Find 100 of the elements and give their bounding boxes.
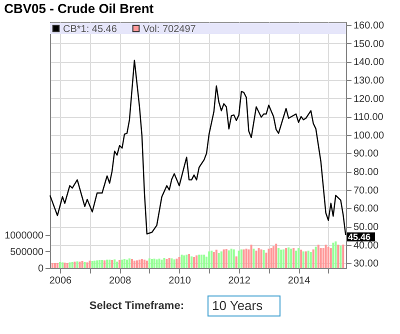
y2-tick-label: 140.00 bbox=[354, 57, 385, 68]
y2-tick-label: 90.00 bbox=[354, 148, 379, 160]
bar bbox=[270, 248, 272, 268]
bar bbox=[288, 247, 290, 268]
bar bbox=[265, 252, 268, 268]
legend-label: CB*1: 45.46 bbox=[63, 24, 118, 35]
y2-tick-label: 70.00 bbox=[354, 185, 379, 196]
text: 10 Years bbox=[212, 298, 264, 313]
bar bbox=[203, 254, 206, 268]
bar bbox=[228, 250, 230, 268]
x-tick-label: 2010 bbox=[168, 276, 192, 286]
y2-tick-label: 100.00 bbox=[354, 130, 385, 142]
y2-tick-label: 160.00 bbox=[354, 20, 385, 32]
y-tick-label: 500000 bbox=[10, 246, 44, 258]
bar bbox=[275, 244, 278, 268]
bar bbox=[310, 252, 312, 268]
bar bbox=[128, 258, 130, 268]
bar bbox=[76, 261, 78, 268]
bar bbox=[81, 261, 84, 268]
bar bbox=[332, 242, 334, 268]
bar bbox=[54, 263, 56, 268]
bar bbox=[140, 259, 143, 268]
bar bbox=[178, 257, 180, 268]
y2-tick-label: 40.00 bbox=[354, 240, 379, 252]
bar bbox=[268, 248, 270, 268]
bar bbox=[61, 262, 64, 268]
bar bbox=[160, 260, 163, 268]
bar bbox=[101, 260, 104, 268]
bar bbox=[126, 260, 128, 268]
bar bbox=[250, 244, 252, 268]
bar bbox=[84, 262, 86, 268]
bar bbox=[148, 258, 150, 268]
y2-tick-label: 50.00 bbox=[354, 222, 379, 234]
y2-tick-label: 80.00 bbox=[354, 167, 379, 178]
bar bbox=[86, 262, 88, 268]
bar bbox=[298, 248, 300, 268]
bar bbox=[240, 249, 242, 268]
bar bbox=[290, 248, 292, 268]
bar bbox=[242, 249, 245, 268]
bar bbox=[188, 254, 190, 268]
bar bbox=[98, 260, 101, 268]
bar bbox=[166, 259, 168, 268]
bar bbox=[320, 248, 322, 268]
bar bbox=[180, 254, 183, 268]
bar bbox=[208, 251, 210, 268]
bar bbox=[200, 254, 203, 268]
bar bbox=[262, 250, 265, 268]
y2-tick-label: 110.00 bbox=[354, 112, 384, 124]
x-tick-label: 2006 bbox=[49, 276, 72, 286]
x-tick-label: 2014 bbox=[288, 276, 311, 286]
bar bbox=[324, 244, 327, 268]
bar bbox=[163, 258, 166, 268]
bar bbox=[312, 249, 314, 268]
bar bbox=[104, 260, 106, 268]
bar bbox=[337, 244, 340, 268]
bar bbox=[232, 249, 235, 268]
bar bbox=[225, 249, 228, 268]
bar bbox=[88, 260, 91, 268]
bar bbox=[138, 260, 140, 268]
bar bbox=[58, 262, 61, 268]
bar bbox=[334, 241, 337, 268]
bar bbox=[146, 260, 148, 268]
bar bbox=[282, 249, 285, 268]
bar bbox=[317, 244, 320, 268]
bar bbox=[94, 260, 96, 268]
y2-tick-label: 130.00 bbox=[354, 75, 385, 86]
bar bbox=[322, 248, 324, 268]
bar bbox=[186, 254, 188, 268]
chart-title: CBV05 - Crude Oil Brent bbox=[4, 0, 154, 16]
y2-tick-label: 150.00 bbox=[354, 38, 385, 50]
bar bbox=[230, 248, 232, 268]
bar bbox=[278, 248, 280, 268]
x-tick-label: 2008 bbox=[108, 276, 132, 286]
bar bbox=[327, 246, 330, 268]
bar bbox=[304, 251, 307, 268]
bar bbox=[340, 246, 342, 268]
x-tick-label: 2012 bbox=[228, 276, 251, 286]
y2-tick-label: 60.00 bbox=[354, 204, 379, 215]
bar bbox=[255, 250, 258, 268]
annotation: 45.46 bbox=[348, 232, 371, 242]
y2-tick-label: 30.00 bbox=[354, 258, 379, 270]
y-tick-label: 0 bbox=[38, 264, 44, 274]
bar bbox=[168, 258, 170, 268]
bar bbox=[150, 259, 153, 268]
bar bbox=[116, 262, 118, 268]
bar bbox=[153, 258, 156, 268]
legend-label: Vol: 702497 bbox=[143, 24, 196, 35]
bar bbox=[78, 262, 81, 268]
bar bbox=[96, 260, 98, 268]
bar bbox=[215, 250, 218, 268]
y2-tick-label: 120.00 bbox=[354, 94, 385, 105]
bar bbox=[173, 259, 176, 268]
bar bbox=[64, 262, 66, 268]
text: Select Timeframe: bbox=[89, 300, 184, 312]
bar bbox=[158, 258, 160, 268]
bar bbox=[218, 253, 220, 268]
bar bbox=[123, 259, 126, 268]
bar bbox=[342, 244, 344, 268]
bar bbox=[330, 248, 332, 268]
bar bbox=[74, 262, 76, 268]
